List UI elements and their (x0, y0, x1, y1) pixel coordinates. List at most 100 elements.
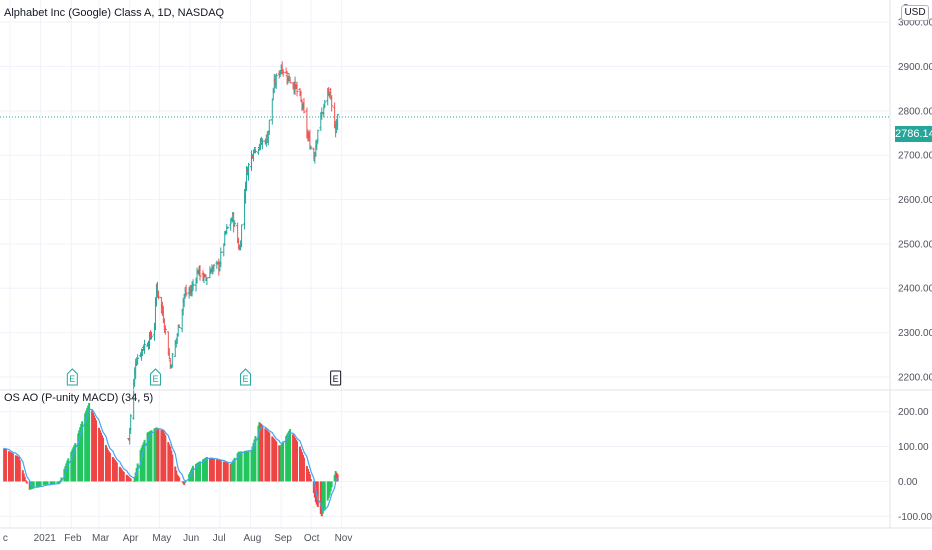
price-candle (232, 212, 236, 233)
osc-bar (164, 435, 167, 482)
osc-bar (129, 478, 132, 482)
price-candle (293, 76, 297, 95)
earnings-marker: E (240, 368, 252, 386)
osc-bar (132, 481, 135, 482)
time-tick-label: Oct (304, 533, 320, 544)
time-tick-label: Jul (213, 533, 226, 544)
price-tick-label: 2600.00 (898, 195, 932, 206)
price-candle (143, 339, 147, 354)
earnings-marker: E (66, 368, 78, 386)
osc-bar (136, 463, 139, 482)
time-tick-label: Sep (274, 533, 292, 544)
osc-bar (81, 421, 84, 482)
last-price-tag: 2786.14 (895, 126, 932, 142)
osc-bar (157, 428, 160, 482)
osc-bar (24, 480, 27, 482)
earnings-marker: E (149, 368, 161, 386)
price-candle (226, 226, 230, 229)
osc-tick-label: -100.00 (898, 512, 932, 523)
osc-tick-label: 100.00 (898, 442, 929, 453)
osc-bar (296, 441, 299, 482)
price-candle (271, 87, 275, 100)
price-candle (295, 82, 299, 97)
osc-bar (226, 462, 229, 482)
price-candle (336, 113, 340, 130)
osc-bar (254, 436, 257, 482)
price-candle (330, 95, 334, 112)
price-candle (205, 277, 209, 286)
price-candle (198, 264, 202, 281)
osc-bar (183, 481, 186, 485)
osc-bar (108, 452, 111, 482)
price-candle (229, 218, 233, 231)
osc-bar (74, 443, 77, 482)
price-candle (267, 119, 271, 135)
price-candle (240, 224, 244, 248)
osc-bar (143, 440, 146, 482)
price-tick-label: 2500.00 (898, 239, 932, 250)
time-tick-label: May (152, 533, 171, 544)
osc-bar (282, 441, 285, 482)
osc-bar (308, 474, 311, 482)
osc-bar (212, 458, 215, 482)
earnings-marker-box (66, 368, 78, 386)
signal-line (3, 408, 339, 511)
osc-bar (171, 454, 174, 482)
osc-bar (199, 461, 202, 482)
osc-bar (115, 462, 118, 482)
osc-bar (178, 477, 181, 482)
oscillator-signal (3, 408, 339, 511)
earnings-marker-box (149, 368, 161, 386)
price-candle (323, 99, 327, 109)
price-candle (212, 263, 216, 272)
indicator-title: OS AO (P-unity MACD) (34, 5) (4, 392, 154, 404)
osc-bar (11, 453, 14, 482)
time-tick-label: Jun (183, 533, 199, 544)
osc-bar (309, 479, 312, 482)
price-candle (302, 98, 306, 114)
osc-bar (233, 457, 236, 482)
earnings-marker: E (330, 370, 342, 386)
price-candle (150, 331, 153, 340)
price-candle (184, 284, 188, 297)
osc-bar (53, 481, 56, 484)
osc-bar (95, 420, 98, 482)
osc-bar (323, 481, 326, 509)
price-candle (316, 129, 320, 144)
price-candle (136, 354, 140, 365)
time-tick-label: Apr (123, 533, 139, 544)
time-tick-label: c (3, 533, 8, 544)
osc-bar (261, 425, 264, 482)
time-tick-label: Mar (92, 533, 110, 544)
osc-bar (330, 481, 333, 488)
osc-tick-label: 200.00 (898, 407, 929, 418)
osc-tick-label: 0.00 (898, 477, 918, 488)
time-tick-label: Nov (335, 533, 353, 544)
time-tick-label: Feb (64, 533, 82, 544)
price-tick-label: 3000.00 (898, 18, 932, 29)
osc-bar (101, 437, 104, 482)
osc-bar (18, 460, 21, 482)
price-tick-label: 2800.00 (898, 106, 932, 117)
time-tick-label: 2021 (34, 533, 57, 544)
price-candle (249, 150, 253, 171)
osc-bar (219, 460, 222, 482)
osc-bar (60, 477, 63, 482)
price-candle (288, 76, 292, 84)
earnings-marker-box (330, 370, 342, 386)
price-candle (253, 148, 257, 154)
osc-bar (275, 441, 278, 482)
currency-button[interactable]: USD (901, 5, 929, 21)
price-tick-label: 2900.00 (898, 62, 932, 73)
earnings-marker-label: E (69, 374, 75, 384)
osc-bar (58, 481, 61, 484)
price-candle (163, 325, 167, 335)
osc-bar (122, 471, 125, 482)
osc-bar (302, 457, 305, 482)
price-candle (247, 162, 251, 181)
price-candle (274, 73, 278, 90)
price-candle (251, 149, 255, 162)
